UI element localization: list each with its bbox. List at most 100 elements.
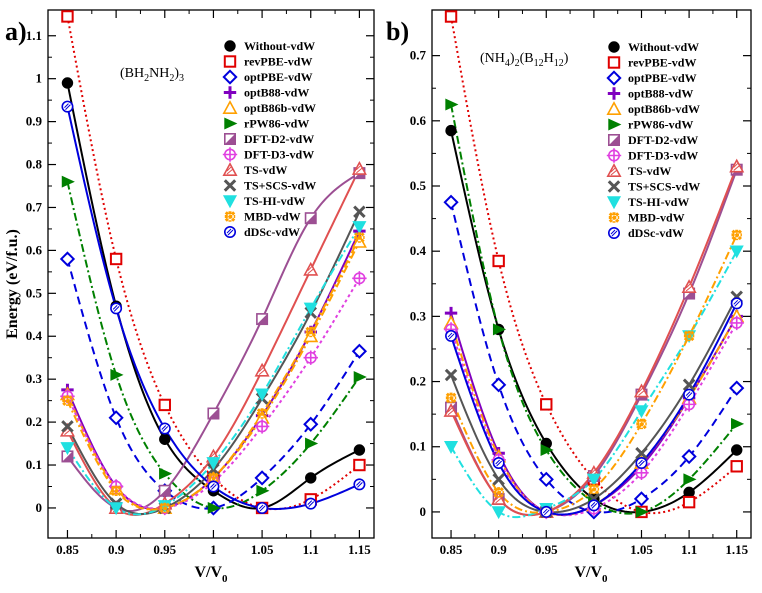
y-tick-label: 0.6 [410,113,427,128]
data-point-dft-d3-vdw [729,315,744,331]
legend-marker-optb88-vdw [223,86,237,99]
data-point-ddsc-vdw [445,329,458,342]
legend-marker-ts-vdw [606,163,622,177]
data-point-ts-hi-vdw [60,442,75,456]
data-point-without-vdw [445,124,457,137]
x-tick-label: 1.1 [303,542,319,557]
x-tick-label: 0.95 [535,542,558,557]
x-tick-label: 0.9 [491,542,508,557]
data-point-ddsc-vdw [256,501,269,514]
legend-label: Without-vdW [628,40,699,54]
y-tick-label: 0 [420,504,427,519]
data-point-ts-hi-vdw [109,502,124,516]
data-point-rpw86-vdw [61,175,75,188]
legend-marker-revpbe-vdw [223,55,237,68]
data-point-optpbe-vdw [729,380,745,396]
legend-label: DFT-D3-vdW [628,149,698,163]
panel-a-ticks: 0.85 0.9 0.95 1 1.05 1.1 1.15 0 0.1 0.2 0.3 0.4 0.5 0… [26,10,374,557]
data-point-optpbe-vdw [538,471,554,487]
x-tick-label: 1.15 [348,542,371,557]
data-point-ts+scs-vdw [635,446,648,460]
data-point-revpbe-vdw [682,495,696,509]
data-point-rpw86-vdw [445,98,459,111]
data-point-ts-hi-vdw [303,302,318,316]
data-point-ts-hi-vdw [206,457,221,471]
data-point-rpw86-vdw [635,505,649,518]
data-point-ts+scs-vdw [444,368,458,382]
y-tick-label: 0.3 [410,308,427,323]
legend-label: revPBE-vdW [628,56,696,70]
legend-marker-dft-d3-vdw [606,148,622,163]
data-point-revpbe-vdw [158,398,171,412]
data-point-dft-d3-vdw [352,271,367,286]
legend-label: optPBE-vdW [244,70,313,84]
data-point-optpbe-vdw [108,410,124,426]
data-point-mbd-vdw [354,232,365,243]
panel-a-formula: (BH2NH2)3 [120,66,184,84]
data-point-rpw86-vdw [353,371,367,384]
data-point-rpw86-vdw [492,323,507,336]
data-point-mbd-vdw [62,395,73,406]
data-point-rpw86-vdw [159,467,173,480]
legend-label: rPW86-vdW [628,118,693,132]
data-point-dft-d2-vdw [256,313,269,326]
y-tick-label: 0.4 [26,328,43,343]
legend-label: TS+SCS-vdW [628,180,700,194]
x-tick-label: 1 [210,542,217,557]
data-point-ddsc-vdw [353,478,366,491]
legend-label: dDSc-vdW [628,226,684,240]
x-tick-label: 0.95 [153,542,176,557]
data-point-ddsc-vdw [587,499,600,512]
legend-label: optB88-vdW [244,86,309,100]
data-point-ts-vdw [729,158,745,173]
x-tick-label: 1.1 [681,542,697,557]
data-point-revpbe-vdw [730,460,743,473]
panel-b-label: b) [386,17,409,46]
y-tick-label: 0.5 [26,285,43,300]
panel-b: 0.85 0.9 0.95 1 1.05 1.1 1.15 0 0.1 0.2 0.3 0.4 0.5 0… [386,9,752,585]
legend-marker-mbd-vdw [224,211,236,222]
data-point-ddsc-vdw [61,100,74,113]
data-point-without-vdw [61,77,74,89]
legend-label: TS+SCS-vdW [244,179,316,193]
data-point-without-vdw [305,472,317,484]
panel-a-label: a) [5,17,27,46]
y-tick-label: 0.9 [26,114,43,129]
panel-a: 0.85 0.9 0.95 1 1.05 1.1 1.15 0 0.1 0.2 0.3 0.4 0.5 0… [4,9,375,585]
y-tick-label: 0.7 [26,199,43,214]
data-point-optpbe-vdw [491,377,507,393]
data-point-revpbe-vdw [109,252,123,266]
data-point-mbd-vdw [159,502,171,514]
legend-marker-optpbe-vdw [222,69,238,85]
data-point-mbd-vdw [445,392,457,404]
legend-label: DFT-D2-vdW [244,132,314,146]
y-tick-label: 0.3 [26,371,43,386]
legend-label: MBD-vdW [244,210,301,224]
data-point-dft-d2-vdw [207,407,220,420]
legend-label: revPBE-vdW [244,55,312,69]
data-point-ddsc-vdw [110,302,123,315]
data-point-optpbe-vdw [59,251,76,267]
y-tick-label: 0.4 [410,243,427,258]
legend-label: TS-vdW [244,163,287,177]
legend-label: optB88-vdW [628,87,693,101]
data-point-optpbe-vdw [681,448,697,465]
data-point-optpbe-vdw [254,470,270,486]
data-point-dft-d2-vdw [304,212,317,225]
data-point-ts-hi-vdw [444,441,459,454]
data-point-mbd-vdw [493,487,504,498]
legend-marker-dft-d3-vdw [222,147,238,162]
data-point-dft-d3-vdw [303,350,318,365]
data-point-ts-hi-vdw [352,221,367,235]
data-point-rpw86-vdw [110,368,124,381]
legend-marker-optb86b-vdw [222,100,238,114]
data-point-mbd-vdw [683,330,695,342]
y-tick-label: 0.6 [26,242,43,257]
data-point-ts-hi-vdw [586,473,601,487]
data-point-rpw86-vdw [305,437,319,450]
legend-label: optPBE-vdW [628,71,697,85]
x-tick-label: 0.9 [108,542,125,557]
y-tick-label: 1.1 [26,28,42,43]
legend-marker-ts-vdw [222,162,238,176]
data-point-ts-hi-vdw [255,388,270,402]
